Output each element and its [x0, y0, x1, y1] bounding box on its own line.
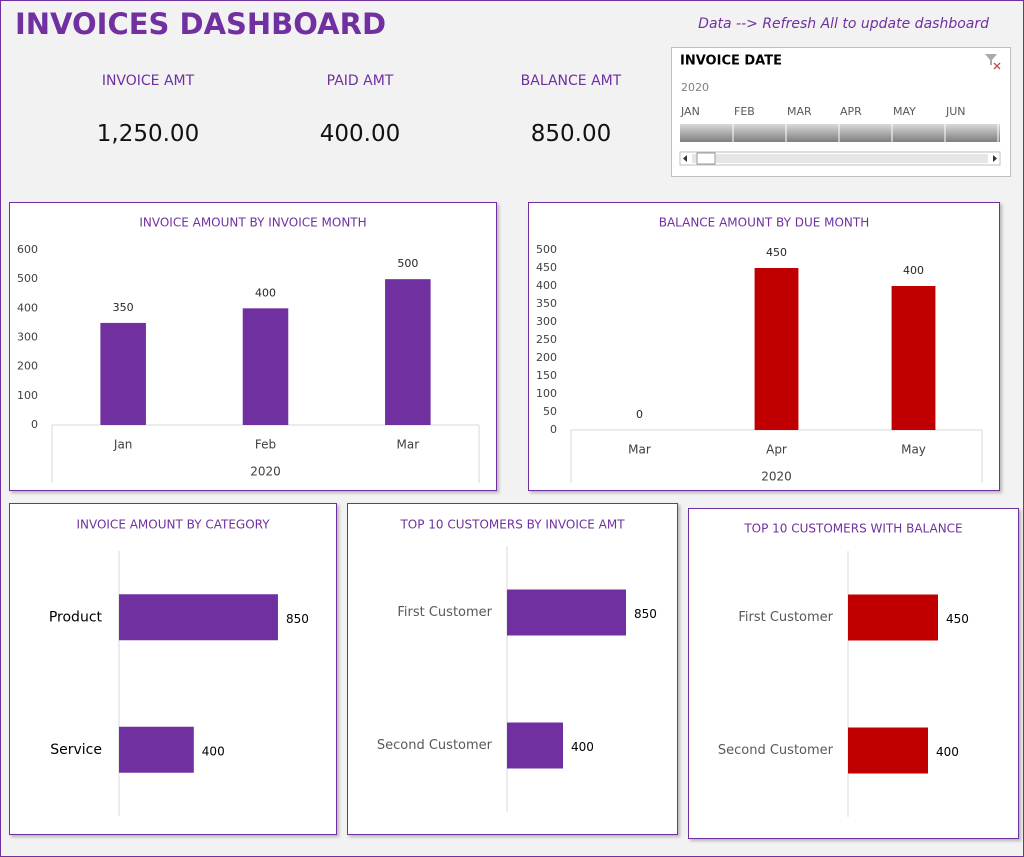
x-tick-label: Jan: [113, 438, 133, 452]
bar: [119, 726, 194, 773]
x-tick-label: Feb: [255, 438, 276, 452]
chart-panel: TOP 10 CUSTOMERS WITH BALANCE First Custo…: [688, 508, 1019, 839]
y-tick-label: 500: [17, 272, 38, 285]
y-tick-label: Service: [50, 742, 102, 758]
kpi-value: 400.00: [319, 121, 401, 147]
data-label: 400: [571, 740, 594, 754]
bar: [385, 279, 431, 425]
y-tick-label: 400: [17, 301, 38, 314]
chart: BALANCE AMOUNT BY DUE MONTH 0 50 100 150 200 2…: [536, 216, 983, 484]
chart-panel: TOP 10 CUSTOMERS BY INVOICE AMT First Cus…: [347, 503, 678, 835]
y-tick-label: 200: [17, 360, 38, 373]
y-tick-label: 0: [550, 423, 557, 436]
slicer-month: MAR: [787, 105, 812, 118]
y-tick-label: 100: [17, 389, 38, 402]
bar: [119, 594, 278, 641]
y-tick-label: 400: [536, 279, 557, 292]
chart-title: BALANCE AMOUNT BY DUE MONTH: [659, 216, 870, 230]
y-tick-label: 0: [31, 418, 38, 431]
scroll-thumb[interactable]: [696, 152, 716, 165]
x-axis-label: 2020: [761, 470, 792, 484]
slicer-graphic: INVOICE DATE 2020 JAN FEB MAR APR MAY JUN: [679, 54, 1001, 166]
y-tick-label: 200: [536, 351, 557, 364]
y-tick-label: First Customer: [397, 605, 492, 620]
y-tick-label: 500: [536, 243, 557, 256]
kpi-value: 1,250.00: [96, 121, 200, 147]
dashboard-title: INVOICES DASHBOARD: [15, 7, 387, 41]
data-label: 850: [634, 607, 657, 621]
y-tick-label: 300: [17, 331, 38, 344]
x-tick-label: Mar: [628, 443, 651, 457]
data-label: 500: [397, 257, 418, 270]
data-label: 450: [766, 246, 787, 259]
slicer-year: 2020: [681, 81, 709, 94]
data-label: 400: [903, 264, 924, 277]
data-label: 0: [636, 408, 643, 421]
y-tick-label: Second Customer: [377, 738, 493, 753]
refresh-note: Data --> Refresh All to update dashboard: [698, 16, 989, 32]
y-tick-label: 250: [536, 333, 557, 346]
data-label: 400: [255, 286, 276, 299]
data-label: 350: [113, 301, 134, 314]
data-label: 400: [202, 744, 225, 758]
scroll-track: [692, 154, 988, 163]
bar: [754, 268, 799, 430]
chart: TOP 10 CUSTOMERS WITH BALANCE First Custo…: [718, 522, 969, 817]
slicer-month: APR: [840, 105, 862, 118]
bar: [848, 727, 928, 774]
y-tick-label: Product: [49, 609, 103, 625]
timeline-bar[interactable]: [680, 124, 1000, 142]
y-tick-label: First Customer: [738, 610, 833, 625]
kpi-value: 850.00: [530, 121, 612, 147]
slicer-title: INVOICE DATE: [680, 54, 782, 69]
chart-title: TOP 10 CUSTOMERS BY INVOICE AMT: [399, 518, 625, 532]
chart-title: INVOICE AMOUNT BY INVOICE MONTH: [139, 216, 366, 230]
y-tick-label: Second Customer: [718, 743, 834, 758]
bar: [848, 594, 938, 641]
kpi-label: INVOICE AMT: [101, 73, 195, 89]
date-slicer[interactable]: INVOICE DATE 2020 JAN FEB MAR APR MAY JUN: [671, 47, 1011, 177]
chart: INVOICE AMOUNT BY INVOICE MONTH 0 100 200 30…: [17, 216, 480, 483]
kpi-label: BALANCE AMT: [520, 73, 622, 89]
x-tick-label: Apr: [766, 443, 787, 457]
bar: [507, 722, 563, 769]
scroll-right[interactable]: [993, 155, 997, 162]
x-tick-label: May: [901, 443, 926, 457]
chart-panel: INVOICE AMOUNT BY CATEGORY Product 850 Serv…: [9, 503, 337, 835]
y-tick-label: 150: [536, 369, 557, 382]
bar: [507, 589, 626, 636]
chart-title: TOP 10 CUSTOMERS WITH BALANCE: [743, 522, 962, 536]
data-label: 450: [946, 612, 969, 626]
y-tick-label: 50: [543, 405, 557, 418]
bar: [242, 308, 289, 425]
kpi-label: PAID AMT: [326, 73, 394, 89]
x-axis-label: 2020: [250, 465, 281, 479]
slicer-month: JUN: [945, 105, 966, 118]
y-tick-label: 600: [17, 243, 38, 256]
slicer-month: MAY: [893, 105, 916, 118]
y-tick-label: 450: [536, 261, 557, 274]
scroll-left[interactable]: [683, 155, 687, 162]
y-tick-label: 100: [536, 387, 557, 400]
slicer-month: FEB: [734, 105, 755, 118]
y-tick-label: 300: [536, 315, 557, 328]
slicer-month: JAN: [680, 105, 700, 118]
chart-panel: BALANCE AMOUNT BY DUE MONTH 0 50 100 150 200 2…: [528, 202, 1000, 491]
data-label: 400: [936, 745, 959, 759]
bar: [891, 286, 936, 430]
chart: TOP 10 CUSTOMERS BY INVOICE AMT First Cus…: [377, 518, 657, 812]
clear-filter-icon[interactable]: [985, 54, 1001, 70]
bar: [100, 322, 146, 425]
y-tick-label: 350: [536, 297, 557, 310]
x-tick-label: Mar: [397, 438, 420, 452]
chart-title: INVOICE AMOUNT BY CATEGORY: [76, 518, 270, 532]
data-label: 850: [286, 612, 309, 626]
chart: INVOICE AMOUNT BY CATEGORY Product 850 Serv…: [49, 518, 309, 816]
chart-panel: INVOICE AMOUNT BY INVOICE MONTH 0 100 200 30…: [9, 202, 497, 491]
